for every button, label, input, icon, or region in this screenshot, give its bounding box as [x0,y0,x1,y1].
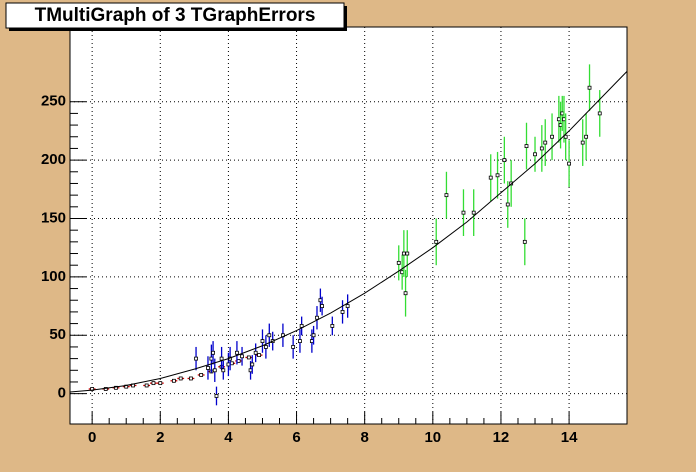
data-point [315,315,319,320]
data-point [533,152,537,157]
title-box [5,2,345,29]
data-point [298,339,302,343]
data-point [263,345,268,349]
x-tick-label: 2 [156,429,164,446]
data-point [597,111,602,116]
data-point [194,356,198,361]
data-point [257,353,261,358]
data-point [318,298,323,303]
data-point [291,345,296,349]
data-point [260,339,265,343]
y-tick-label: 0 [58,385,66,402]
data-point [560,111,565,116]
y-tick-label: 150 [41,209,66,226]
data-point [524,144,529,149]
data-point [309,339,314,343]
data-point [199,373,204,377]
chart-title: TMultiGraph of 3 TGraphErrors [35,5,316,26]
data-point [229,361,234,366]
data-point [584,134,589,139]
plot-area: 0 2 4 6 8 10 12 14 0 50 100 150 200 250 [41,27,628,446]
x-tick-label: 6 [292,429,300,446]
data-point [219,356,224,361]
data-point [556,117,561,122]
data-point [558,123,563,127]
data-point [235,350,239,355]
data-point [345,304,350,308]
data-point [522,239,527,244]
data-point [567,161,571,166]
x-tick-label: 10 [424,429,441,446]
data-point [172,378,176,383]
data-point [240,354,244,359]
data-point [206,366,210,370]
data-point [444,193,449,198]
data-point [403,291,408,296]
data-point [471,210,476,215]
x-tick-label: 14 [561,429,578,446]
data-point [267,333,272,338]
data-point [212,368,217,373]
data-point [209,356,214,361]
data-point [214,394,219,398]
x-tick-label: 12 [493,429,510,446]
data-point [495,173,500,178]
data-point [320,304,324,308]
data-point [550,134,554,139]
data-point [502,158,507,163]
data-point [405,251,410,256]
y-tick-label: 50 [49,326,66,343]
y-tick-label: 250 [41,93,66,110]
data-point [587,85,592,90]
data-point [221,368,226,373]
data-point [340,310,345,314]
data-point [543,140,548,145]
data-point [434,239,439,244]
x-tick-label: 8 [361,429,369,446]
x-tick-label: 4 [224,429,233,446]
data-point [253,350,258,355]
data-point [400,270,405,275]
data-point [311,333,316,338]
data-point [226,362,231,367]
data-point [189,376,193,381]
data-point [505,202,510,207]
data-point [211,350,215,355]
data-point [178,376,183,381]
data-point [158,381,163,386]
x-tick-label: 0 [88,429,96,446]
data-point [401,251,406,256]
data-point [248,368,253,373]
data-point [151,381,156,386]
data-point [488,175,493,180]
data-point [246,355,251,360]
data-point [461,210,466,215]
y-tick-label: 200 [41,151,66,168]
data-point [396,260,401,265]
data-point [330,324,335,328]
data-point [580,140,585,145]
data-point [236,359,241,363]
data-point [114,385,118,390]
frame [69,26,628,425]
data-point [563,134,568,139]
data-point [539,146,544,151]
data-point [250,362,255,367]
data-point [144,383,149,388]
y-tick-label: 100 [41,268,66,285]
data-point [562,117,566,122]
fit-curve [69,71,628,393]
